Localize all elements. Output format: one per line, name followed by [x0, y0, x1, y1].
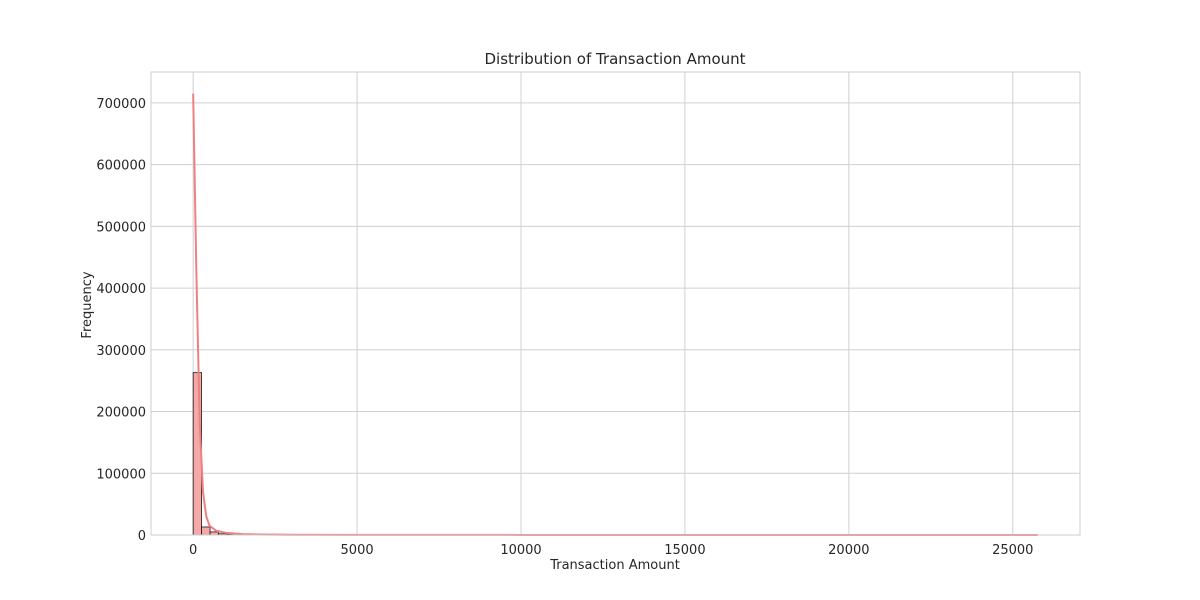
y-tick-label: 200000: [96, 406, 146, 421]
x-tick-label: 15000: [664, 543, 705, 558]
x-tick-label: 5000: [341, 543, 374, 558]
x-tick-label: 10000: [500, 543, 541, 558]
grid-lines: [151, 72, 1080, 536]
x-axis-title: Transaction Amount: [549, 558, 680, 573]
y-tick-label: 400000: [96, 282, 146, 297]
y-axis-title: Frequency: [80, 271, 95, 338]
plot-frame: [150, 71, 1081, 536]
y-tick-label: 100000: [96, 467, 146, 482]
y-tick-labels: 0 100000 200000 300000 400000 500000 600000 700…: [96, 97, 146, 544]
chart-title: Distribution of Transaction Amount: [484, 50, 745, 68]
histogram-bar: [201, 526, 211, 536]
y-tick-label: 600000: [96, 159, 146, 174]
y-tick-label: 500000: [96, 220, 146, 235]
x-tick-label: 25000: [992, 543, 1033, 558]
x-tick-label: 20000: [828, 543, 869, 558]
x-tick-labels: 0 5000 10000 15000 20000 25000: [189, 543, 1033, 558]
y-tick-label: 0: [138, 529, 146, 544]
y-tick-label: 300000: [96, 344, 146, 359]
x-tick-label: 0: [189, 543, 197, 558]
y-tick-label: 700000: [96, 97, 146, 112]
